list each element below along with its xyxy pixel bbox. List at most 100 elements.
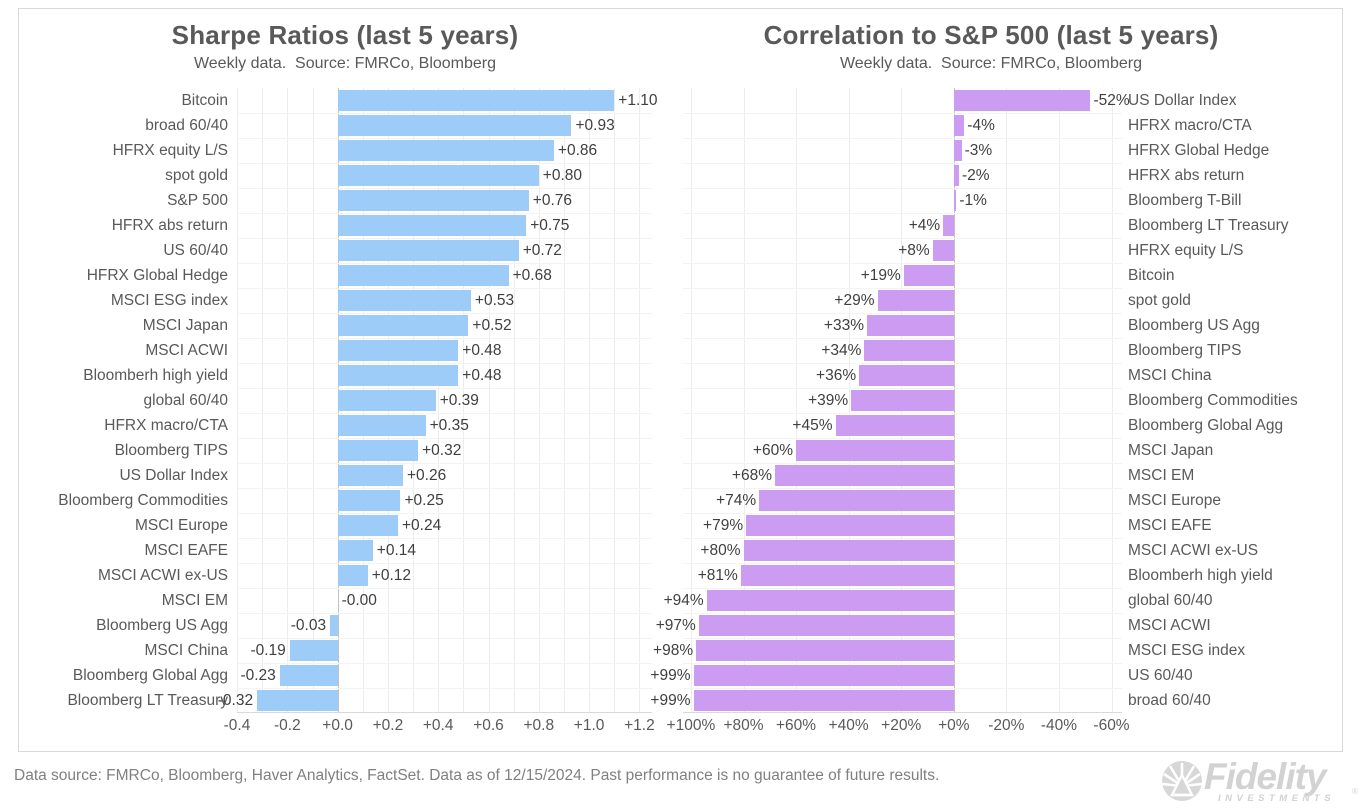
category-label: broad 60/40 bbox=[145, 117, 228, 134]
correlation-plot-area: -52% -4% -3% -2% -1% +4% +8% +19% +29% +33% +34% +3… bbox=[650, 88, 1130, 713]
bar-us-dollar-index bbox=[953, 90, 1091, 111]
fidelity-wordmark: Fidelity bbox=[1204, 756, 1327, 797]
bar-spot-gold bbox=[877, 290, 954, 311]
bar-msci-em bbox=[775, 465, 954, 486]
bar-us-60-40 bbox=[693, 665, 954, 686]
category-label: MSCI Europe bbox=[134, 517, 228, 534]
bar-value-label: +0.72 bbox=[522, 242, 562, 259]
bar-msci-eafe bbox=[337, 540, 373, 561]
bar-value-label: +8% bbox=[898, 242, 930, 259]
bar-value-label: +0.68 bbox=[512, 267, 552, 284]
bar-hfrx-macro-cta bbox=[337, 415, 426, 436]
gridline bbox=[564, 88, 565, 712]
row-gridline bbox=[683, 463, 1122, 464]
bar-value-label: -0.03 bbox=[290, 617, 327, 634]
bar-value-label: +0.12 bbox=[371, 567, 412, 584]
bar-bitcoin bbox=[337, 90, 615, 111]
bar-msci-acwi-ex-us bbox=[337, 565, 368, 586]
gridline bbox=[690, 88, 692, 712]
bar-value-label: +0.35 bbox=[429, 417, 469, 434]
bar-value-label: +45% bbox=[792, 417, 833, 434]
category-label: MSCI Japan bbox=[142, 317, 228, 334]
bar-value-label: +81% bbox=[697, 567, 738, 584]
category-label: HFRX Global Hedge bbox=[1128, 142, 1270, 159]
fidelity-logo: Fidelity ® INVESTMENTS bbox=[1160, 757, 1360, 805]
row-gridline bbox=[683, 213, 1122, 214]
gridline bbox=[1058, 88, 1060, 712]
gridline bbox=[1111, 88, 1113, 712]
bar-value-label: +99% bbox=[650, 667, 691, 684]
row-gridline bbox=[237, 613, 652, 614]
bar-us-60-40 bbox=[337, 240, 519, 261]
x-tick-label: -60% bbox=[1093, 717, 1130, 734]
x-tick-label: -0.2 bbox=[273, 717, 301, 734]
bar-value-label: +19% bbox=[860, 267, 901, 284]
bar-value-label: -52% bbox=[1093, 92, 1130, 109]
category-label: MSCI ACWI bbox=[1128, 617, 1211, 634]
bar-value-label: -0.19 bbox=[250, 642, 286, 659]
x-tick-label: -40% bbox=[1040, 717, 1077, 734]
row-gridline bbox=[683, 238, 1122, 239]
row-gridline bbox=[683, 388, 1122, 389]
bar-msci-china bbox=[859, 365, 954, 386]
bar-msci-acwi-ex-us bbox=[743, 540, 954, 561]
category-label: US 60/40 bbox=[163, 242, 228, 259]
x-tick-label: +1.0 bbox=[573, 717, 605, 734]
category-label: Bloomberg T-Bill bbox=[1128, 192, 1242, 209]
category-label: MSCI EAFE bbox=[144, 542, 228, 559]
bar-bloomberh-high-yield bbox=[740, 565, 954, 586]
row-gridline bbox=[683, 438, 1122, 439]
bar-value-label: +33% bbox=[823, 317, 864, 334]
category-label: HFRX equity L/S bbox=[112, 142, 228, 159]
row-gridline bbox=[237, 388, 652, 389]
data-source-note: Data source: FMRCo, Bloomberg, Haver Ana… bbox=[14, 767, 940, 784]
bar-bloomberh-high-yield bbox=[337, 365, 459, 386]
x-tick-label: -0.4 bbox=[223, 717, 251, 734]
bar-value-label: +99% bbox=[650, 692, 691, 709]
bar-msci-esg-index bbox=[696, 640, 954, 661]
bar-value-label: +79% bbox=[703, 517, 744, 534]
bar-value-label: -3% bbox=[964, 142, 993, 159]
x-tick-label: +0.6 bbox=[473, 717, 504, 734]
bar-value-label: -0.23 bbox=[240, 667, 276, 684]
bar-hfrx-abs-return bbox=[953, 165, 960, 186]
row-gridline bbox=[683, 688, 1122, 689]
bar-value-label: +0.25 bbox=[404, 492, 444, 509]
category-label: US 60/40 bbox=[1128, 667, 1193, 684]
category-label: MSCI ESG index bbox=[110, 292, 228, 309]
category-label: MSCI Europe bbox=[1128, 492, 1222, 509]
bar-spot-gold bbox=[337, 165, 539, 186]
row-gridline bbox=[237, 188, 652, 189]
category-label: S&P 500 bbox=[167, 192, 228, 209]
category-label: MSCI EAFE bbox=[1128, 517, 1212, 534]
category-label: HFRX macro/CTA bbox=[1128, 117, 1252, 134]
row-gridline bbox=[237, 113, 652, 114]
row-gridline bbox=[237, 288, 652, 289]
category-label: global 60/40 bbox=[143, 392, 228, 409]
bar-value-label: +0.39 bbox=[439, 392, 479, 409]
row-gridline bbox=[237, 513, 652, 514]
row-gridline bbox=[237, 163, 652, 164]
row-gridline bbox=[237, 663, 652, 664]
row-gridline bbox=[683, 163, 1122, 164]
category-label: MSCI EM bbox=[1128, 467, 1195, 484]
gridline bbox=[488, 88, 490, 712]
row-gridline bbox=[237, 488, 652, 489]
gridline bbox=[743, 88, 745, 712]
bar-value-label: +60% bbox=[752, 442, 793, 459]
bar-s-p-500 bbox=[337, 190, 529, 211]
category-label: broad 60/40 bbox=[1128, 692, 1211, 709]
row-gridline bbox=[237, 338, 652, 339]
bar-value-label: +0.48 bbox=[462, 342, 502, 359]
category-label: global 60/40 bbox=[1128, 592, 1213, 609]
bar-msci-acwi bbox=[698, 615, 954, 636]
category-label: MSCI China bbox=[1128, 367, 1212, 384]
bar-hfrx-macro-cta bbox=[953, 115, 965, 136]
x-tick-label: +0.4 bbox=[422, 717, 454, 734]
bar-value-label: -0.00 bbox=[341, 592, 377, 609]
category-label: Bloomberh high yield bbox=[83, 367, 228, 384]
bar-hfrx-global-hedge bbox=[953, 140, 962, 161]
gridline bbox=[287, 88, 289, 712]
category-label: Bloomberh high yield bbox=[1128, 567, 1273, 584]
